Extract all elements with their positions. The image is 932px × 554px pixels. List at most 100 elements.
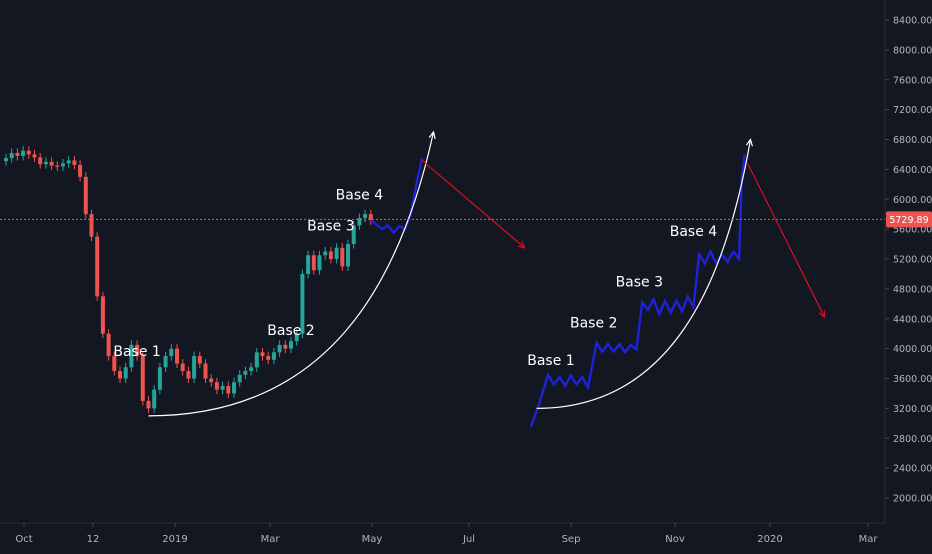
- candle-body: [118, 371, 122, 379]
- time-tick-label: May: [362, 534, 383, 545]
- price-tick-label: 3200.00: [893, 404, 932, 415]
- price-axis[interactable]: 8400.00 8000.00 7600.00 7200.00 6800.00 6400.…: [885, 16, 932, 505]
- candle-body: [300, 273, 305, 334]
- candle-body: [61, 163, 65, 167]
- price-tick-label: 5200.00: [893, 255, 932, 266]
- base-label: Base 2: [570, 316, 617, 332]
- time-tick-label: Sep: [562, 534, 581, 545]
- candle-body: [328, 251, 333, 259]
- candle-body: [4, 158, 8, 162]
- base-label: Base 3: [616, 275, 663, 291]
- parabolic-arrow-head: [745, 138, 753, 147]
- current-price-marker: 5729.89: [0, 211, 932, 228]
- candle-body: [180, 363, 185, 372]
- time-tick-label: Jul: [462, 534, 475, 545]
- candle-body: [237, 374, 242, 383]
- candle-body: [346, 244, 350, 267]
- drawing-layer: [148, 130, 826, 428]
- candle-body: [232, 382, 236, 394]
- time-tick-label: Nov: [665, 534, 685, 545]
- time-tick-label: Mar: [261, 534, 281, 545]
- candle-body: [95, 236, 100, 297]
- time-axis[interactable]: Oct 12 2019 Mar May Jul Sep Nov 2020 Mar: [15, 523, 878, 545]
- price-tick-label: 2000.00: [893, 494, 932, 505]
- candle-body: [157, 367, 162, 390]
- candle-body: [209, 378, 214, 383]
- base-label: Base 1: [527, 353, 574, 369]
- down-arrow: [747, 163, 826, 318]
- candle-body: [289, 341, 293, 349]
- fractal-line: [529, 154, 746, 428]
- price-tick-label: 8000.00: [893, 45, 932, 56]
- candle-body: [317, 255, 322, 271]
- candle-body: [9, 152, 14, 159]
- candle-body: [66, 160, 71, 164]
- candle-body: [363, 214, 368, 218]
- candle-body: [271, 352, 276, 360]
- candle-body: [351, 225, 356, 245]
- candle-body: [203, 363, 208, 379]
- candle-body: [186, 371, 191, 379]
- candle-body: [49, 161, 54, 166]
- price-tick-label: 7600.00: [893, 75, 932, 86]
- candle-body: [163, 356, 168, 368]
- candle-body: [15, 152, 20, 156]
- parabolic-curve: [148, 131, 435, 417]
- candle-body: [89, 214, 94, 237]
- candle-body: [249, 367, 254, 372]
- time-tick-label: 12: [87, 534, 100, 545]
- base-label: Base 4: [336, 187, 384, 203]
- candle-body: [334, 247, 339, 259]
- candlestick-series: [4, 146, 373, 413]
- price-tick-label: 4400.00: [893, 314, 932, 325]
- candle-body: [243, 371, 248, 375]
- price-tick-label: 5600.00: [893, 225, 932, 236]
- current-price-label: 5729.89: [889, 215, 928, 226]
- base-label: Base 3: [307, 219, 354, 235]
- candle-body: [175, 348, 179, 364]
- candle-body: [135, 344, 140, 357]
- candle-body: [26, 150, 31, 155]
- down-arrow-head: [818, 310, 826, 319]
- candle-body: [140, 356, 145, 401]
- candle-body: [197, 356, 202, 364]
- candle-body: [192, 356, 197, 379]
- down-arrow: [421, 159, 526, 249]
- candle-body: [72, 160, 77, 165]
- down-arrow-head: [517, 241, 526, 249]
- price-tick-label: 2800.00: [893, 434, 932, 445]
- candle-body: [283, 344, 288, 349]
- candle-body: [32, 154, 37, 158]
- candle-body: [152, 389, 157, 409]
- candle-body: [340, 247, 345, 267]
- candle-body: [220, 385, 225, 390]
- candle-body: [123, 367, 128, 379]
- candle-body: [306, 255, 311, 274]
- candle-body: [106, 333, 111, 357]
- candle-body: [21, 150, 26, 156]
- candle-body: [129, 344, 134, 368]
- time-tick-label: Oct: [15, 534, 32, 545]
- candle-body: [83, 176, 88, 215]
- candle-body: [100, 296, 105, 334]
- base-label: Base 2: [267, 323, 314, 339]
- candle-body: [368, 214, 373, 221]
- annotation-layer: Base 1 Base 2 Base 3 Base 4 Base 1 Base 2 Base…: [113, 187, 717, 369]
- candle-body: [323, 251, 328, 256]
- time-tick-label: 2020: [757, 534, 782, 545]
- candle-body: [311, 255, 316, 271]
- candle-body: [78, 164, 83, 177]
- price-tick-label: 4000.00: [893, 344, 932, 355]
- price-tick-label: 3600.00: [893, 374, 932, 385]
- price-tick-label: 6400.00: [893, 165, 932, 176]
- candle-body: [294, 333, 299, 342]
- projection-line: [370, 157, 424, 235]
- candle-body: [43, 161, 48, 165]
- candle-body: [146, 400, 151, 409]
- candle-body: [169, 348, 174, 357]
- price-tick-label: 7200.00: [893, 105, 932, 116]
- price-tick-label: 6800.00: [893, 135, 932, 146]
- parabolic-curve: [536, 139, 752, 409]
